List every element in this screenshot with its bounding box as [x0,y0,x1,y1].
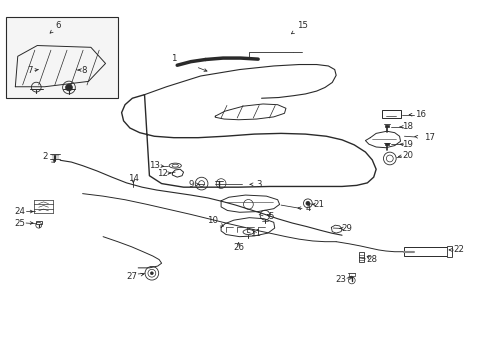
Text: 19: 19 [402,140,412,149]
Text: 12: 12 [157,169,168,178]
Ellipse shape [150,272,153,275]
Text: 16: 16 [414,110,425,119]
Text: 5: 5 [268,212,273,221]
Text: 9: 9 [188,180,193,189]
Text: 15: 15 [297,21,308,30]
Bar [447,246,451,257]
Text: 22: 22 [453,246,464,255]
Ellipse shape [305,201,309,205]
Text: 29: 29 [341,224,352,233]
Text: 1: 1 [171,54,176,63]
Bar [404,247,451,256]
Text: 23: 23 [335,275,346,284]
Text: 18: 18 [402,122,412,131]
Text: 25: 25 [15,219,26,228]
Bar [381,111,400,118]
Text: 17: 17 [424,133,434,142]
Bar [384,125,388,127]
Text: 10: 10 [207,216,218,225]
Text: 13: 13 [149,161,160,170]
Bar [5,17,118,98]
Text: 3: 3 [256,180,262,189]
Text: 14: 14 [127,174,139,183]
Text: 7: 7 [27,66,33,75]
Text: 20: 20 [402,151,412,160]
Bar [358,252,364,262]
Bar [384,143,388,145]
Bar [348,273,354,276]
Text: 26: 26 [233,243,244,252]
Bar [36,221,41,224]
Text: 27: 27 [126,271,138,280]
Text: 21: 21 [312,200,324,209]
Text: 6: 6 [55,21,61,30]
Text: 8: 8 [81,66,87,75]
Text: 28: 28 [366,255,377,264]
Text: 11: 11 [249,229,260,238]
Text: 4: 4 [305,204,310,213]
Text: 2: 2 [43,152,48,161]
Text: 24: 24 [15,207,26,216]
Ellipse shape [65,84,72,91]
